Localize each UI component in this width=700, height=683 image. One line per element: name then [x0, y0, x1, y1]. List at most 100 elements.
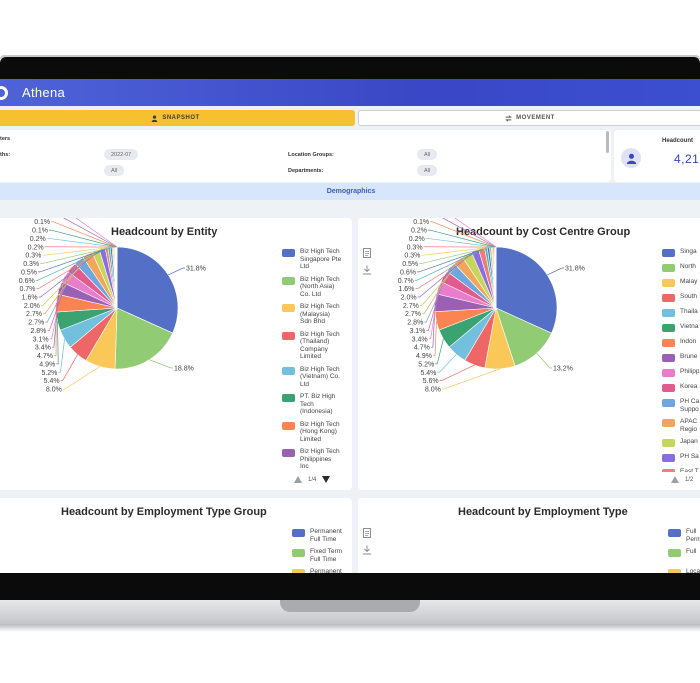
pie-data-label: 5.4%: [44, 378, 60, 385]
pie-label-line: [40, 246, 113, 264]
pie-label-line: [421, 246, 493, 256]
legend-item[interactable]: North: [662, 263, 700, 272]
legend-item[interactable]: Philipp: [662, 368, 700, 377]
pie-data-label: 2.8%: [30, 328, 46, 335]
legend-item[interactable]: Biz High Tech (Malaysia) Sdn Bhd: [282, 303, 346, 326]
data-view-icon[interactable]: [362, 528, 372, 538]
pie-data-label: 0.1%: [32, 228, 48, 235]
legend-item[interactable]: PH Sa: [662, 453, 700, 462]
legend-item[interactable]: Permanent Full Time: [292, 528, 352, 543]
pie-data-label: 31.8%: [565, 266, 585, 273]
demographics-section-header[interactable]: Demographics: [0, 183, 700, 200]
legend-swatch: [282, 304, 295, 312]
tab-movement[interactable]: MOVEMENT: [358, 110, 700, 126]
legend-item[interactable]: PH Ca Suppo: [662, 398, 700, 413]
pie-data-label: 0.6%: [400, 269, 416, 276]
pie-data-label: 0.2%: [30, 236, 46, 243]
legend-label: Biz High Tech (North Asia) Co. Ltd: [300, 275, 340, 298]
legend-item[interactable]: South: [662, 293, 700, 302]
pie-label-line: [419, 246, 491, 264]
legend-item[interactable]: Brune: [662, 353, 700, 362]
page-up-icon[interactable]: [671, 476, 679, 483]
legend-item[interactable]: Biz High Tech (North Asia) Co. Ltd: [282, 276, 346, 299]
location-groups-select[interactable]: All: [417, 149, 438, 160]
data-view-icon[interactable]: [362, 248, 372, 258]
filters-scrollbar[interactable]: [606, 131, 609, 153]
legend-item[interactable]: Loca: [668, 568, 700, 573]
pie-data-label: 3.1%: [33, 336, 49, 343]
legend-item[interactable]: Japan: [662, 438, 700, 447]
legend-item[interactable]: Biz High Tech Singapore Pte Ltd: [282, 248, 346, 271]
legend-label: Loca: [686, 568, 700, 573]
legend-item[interactable]: Biz High Tech (Thailand) Company Limited: [282, 331, 346, 361]
legend-label: Fixed Term Full Time: [310, 548, 343, 563]
legend-item[interactable]: Fixed Term Full Time: [292, 548, 352, 563]
legend-item[interactable]: Full Perm: [668, 528, 700, 543]
pie-data-label: 13.2%: [553, 366, 573, 373]
headcount-label: Headcount: [662, 138, 694, 144]
page-up-icon[interactable]: [294, 476, 302, 483]
legend-swatch: [662, 469, 675, 472]
pie-label-line: [435, 338, 444, 365]
legend-item[interactable]: Korea: [662, 383, 700, 392]
headcount-card: Headcount 4,21: [614, 130, 700, 182]
pie-data-label: 5.2%: [41, 370, 57, 377]
legend-swatch: [662, 309, 675, 317]
legend-label: Biz High Tech (Vietnam) Co. Ltd: [300, 365, 340, 388]
pie-label-line: [38, 248, 103, 298]
pie-data-label: 3.1%: [409, 328, 425, 335]
legend-item[interactable]: East T: [662, 468, 700, 472]
legend-item[interactable]: Permanent: [292, 568, 352, 573]
download-icon[interactable]: [362, 545, 372, 555]
laptop-notch: [280, 600, 420, 612]
page-down-icon[interactable]: [322, 476, 331, 483]
pie-label-line: [422, 259, 459, 315]
pie-slice[interactable]: [116, 246, 179, 334]
legend-label: Japan: [680, 438, 698, 445]
legend-pager: 1/2: [671, 476, 693, 483]
pie-label-line: [425, 238, 495, 248]
legend-item[interactable]: Indon: [662, 338, 700, 347]
pie-label-line: [149, 359, 173, 369]
legend-label: South: [680, 293, 697, 300]
legend-item[interactable]: Biz High Tech (Hong Kong) Limited: [282, 421, 346, 444]
legend-item[interactable]: APAC Regio: [662, 418, 700, 433]
pie-label-line: [415, 248, 482, 289]
pie-label-line: [416, 247, 489, 273]
legend-label: Vietna: [680, 323, 699, 330]
pie-label-line: [60, 354, 78, 381]
legend-item[interactable]: Singa: [662, 248, 700, 257]
legend-swatch: [292, 569, 305, 573]
legend-pager: 1/4: [294, 476, 331, 483]
legend-item[interactable]: Full: [668, 548, 700, 557]
legend-swatch: [282, 449, 295, 457]
legend-label: APAC Regio: [680, 418, 698, 433]
legend-item[interactable]: Biz High Tech Philippines Inc: [282, 448, 346, 471]
legend-swatch: [282, 276, 295, 285]
legend-swatch: [662, 439, 675, 447]
pie-data-label: 3.4%: [35, 345, 51, 352]
pie-data-label: 0.6%: [19, 278, 35, 285]
legend-item[interactable]: Biz High Tech (Vietnam) Co. Ltd: [282, 366, 346, 389]
pie-data-label: 2.7%: [405, 311, 421, 318]
legend-item[interactable]: Thaila: [662, 308, 700, 317]
legend-item[interactable]: Vietna: [662, 323, 700, 332]
download-icon[interactable]: [362, 265, 372, 275]
legend-label: Brune: [680, 353, 698, 360]
second-filter-select[interactable]: All: [104, 165, 125, 176]
departments-select[interactable]: All: [417, 165, 438, 176]
pie-data-label: 0.3%: [407, 244, 423, 251]
month-filter-select[interactable]: 2022-07: [104, 149, 139, 160]
pie-label-line: [442, 218, 496, 248]
pie-slice[interactable]: [495, 246, 558, 334]
tab-snapshot[interactable]: SNAPSHOT: [0, 110, 355, 126]
legend-item[interactable]: Malay: [662, 278, 700, 287]
pie-label-line: [40, 250, 96, 306]
legend-swatch: [662, 399, 675, 407]
legend-label: Biz High Tech Singapore Pte Ltd: [300, 248, 342, 270]
pie-label-line: [36, 247, 107, 289]
app-logo-icon[interactable]: [0, 85, 8, 100]
legend-item[interactable]: PT. Biz High Tech (Indonesia): [282, 393, 346, 416]
departments-label: Departments:: [288, 168, 324, 174]
pie-label-line: [441, 368, 501, 390]
